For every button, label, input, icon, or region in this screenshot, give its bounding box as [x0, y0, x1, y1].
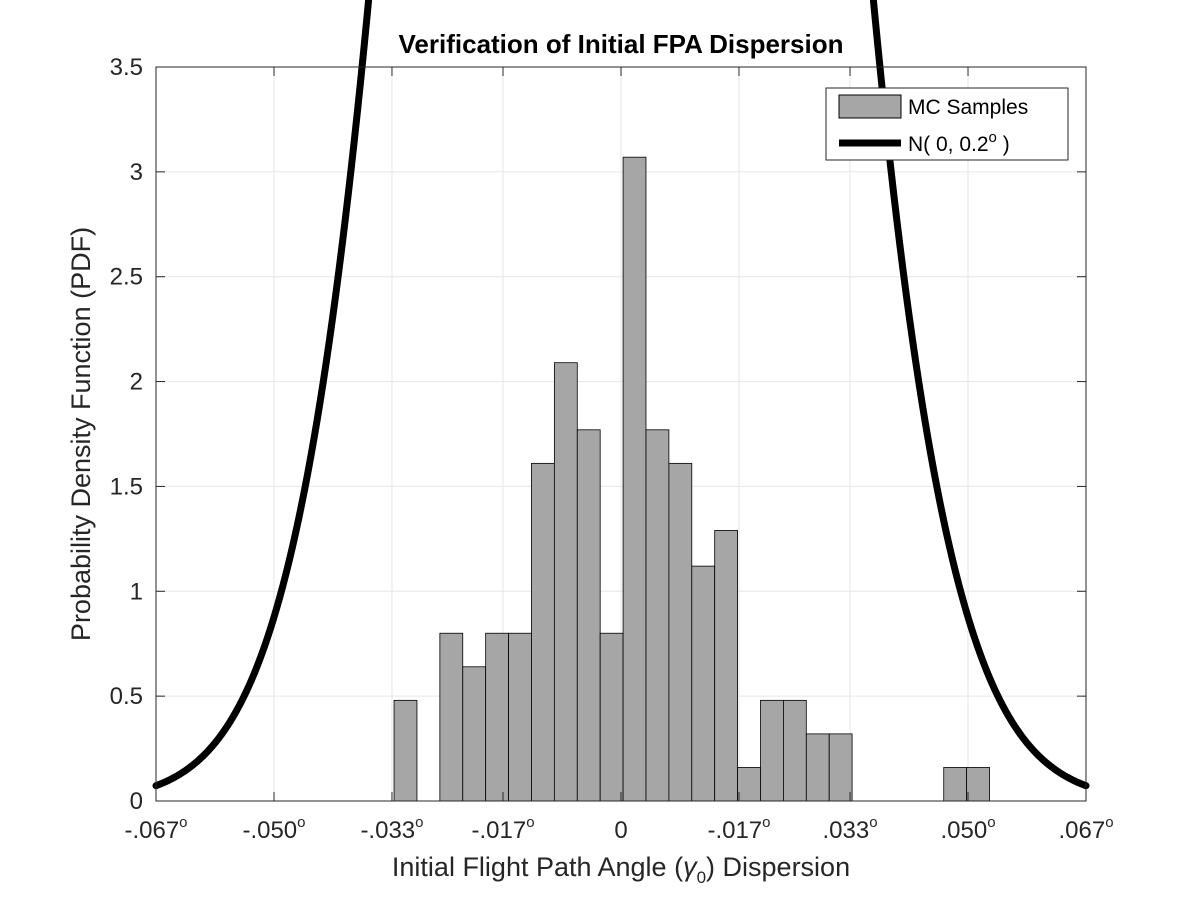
- x-tick-label-3: -.017o: [471, 814, 534, 844]
- x-tick-label-4: 0: [614, 817, 627, 844]
- x-tick-degree-7: o: [987, 814, 995, 831]
- histogram-bar-19: [828, 733, 853, 802]
- histogram-bar-2: [439, 632, 464, 802]
- x-tick-label-2: -.033o: [360, 814, 423, 844]
- histogram-bar-14: [714, 530, 738, 802]
- x-tick-degree-0: o: [179, 814, 187, 831]
- histogram-bar-25: [966, 767, 990, 802]
- x-axis-label-before: Initial Flight Path Angle (: [392, 852, 683, 882]
- legend-label-normal-degree: o: [989, 129, 997, 146]
- x-axis-label-subscript: 0: [697, 868, 706, 887]
- histogram-bar-13: [691, 565, 716, 802]
- histogram-bar-6: [531, 462, 555, 802]
- x-tick-label-6: .033o: [822, 814, 877, 844]
- y-tick-label-3: 1.5: [110, 473, 143, 500]
- x-tick-value-3: -.017: [471, 817, 526, 844]
- y-tick-label-7: 3.5: [110, 54, 143, 81]
- x-tick-value-0: -.067: [124, 817, 179, 844]
- legend-swatch-mc-samples: [838, 94, 902, 119]
- x-tick-value-5: -.017: [707, 817, 762, 844]
- histogram-bar-16: [760, 699, 784, 802]
- legend-label-normal-after: ): [997, 133, 1010, 156]
- x-tick-value-8: .067: [1058, 817, 1105, 844]
- x-tick-degree-3: o: [526, 814, 534, 831]
- x-axis-label-after: ) Dispersion: [706, 852, 850, 882]
- y-tick-label-2: 1: [130, 578, 143, 605]
- x-tick-degree-5: o: [762, 814, 770, 831]
- axis-ticks: [155, 66, 1087, 802]
- histogram-bar-12: [668, 462, 693, 802]
- histogram-bar-18: [805, 733, 830, 802]
- histogram-bar-15: [737, 767, 761, 802]
- y-tick-labels: 0 0.5 1 1.5 2 2.5 3 3.5: [110, 54, 143, 815]
- x-tick-value-7: .050: [940, 817, 987, 844]
- y-tick-label-0: 0: [130, 788, 143, 815]
- legend: MC Samples N( 0, 0.2o ): [825, 87, 1069, 161]
- legend-label-normal-before: N( 0, 0.2: [908, 133, 989, 156]
- histogram-bar-11: [645, 429, 670, 802]
- y-tick-label-6: 3: [130, 159, 143, 186]
- legend-label-mc-samples: MC Samples: [908, 96, 1028, 119]
- x-tick-label-5: -.017o: [707, 814, 770, 844]
- histogram-bar-7: [553, 362, 578, 802]
- y-tick-label-4: 2: [130, 369, 143, 396]
- x-tick-label-1: -.050o: [242, 814, 305, 844]
- x-tick-value-6: .033: [822, 817, 869, 844]
- x-tick-degree-2: o: [415, 814, 423, 831]
- x-tick-label-0: -.067o: [124, 814, 187, 844]
- legend-label-normal: N( 0, 0.2o ): [908, 129, 1010, 156]
- histogram-bar-4: [485, 632, 509, 802]
- y-axis-label: Probability Density Function (PDF): [66, 227, 96, 641]
- normal-pdf-curve: [152, 0, 1090, 790]
- x-tick-label-7: .050o: [940, 814, 995, 844]
- x-tick-degree-6: o: [869, 814, 877, 831]
- histogram-bar-8: [576, 429, 601, 802]
- x-tick-degree-8: o: [1105, 814, 1113, 831]
- histogram-bar-17: [783, 699, 807, 802]
- chart-title: Verification of Initial FPA Dispersion: [399, 29, 844, 59]
- x-tick-value-1: -.050: [242, 817, 297, 844]
- histogram-bar-5: [508, 632, 532, 802]
- histogram-bar-10: [622, 156, 647, 802]
- x-tick-labels: -.067o -.050o -.033o -.017o 0 -.017o .033o .050…: [124, 814, 1113, 844]
- histogram-bar-9: [599, 632, 624, 802]
- histogram-bar-3: [462, 666, 487, 802]
- x-tick-value-4: 0: [614, 817, 627, 844]
- x-axis-label-gamma: γ: [683, 852, 698, 882]
- histogram-bars: [393, 156, 990, 802]
- histogram-bar-0: [393, 699, 418, 802]
- x-tick-degree-1: o: [297, 814, 305, 831]
- x-tick-value-2: -.033: [360, 817, 415, 844]
- y-tick-label-5: 2.5: [110, 264, 143, 291]
- y-tick-label-1: 0.5: [110, 683, 143, 710]
- x-axis-label: Initial Flight Path Angle (γ0) Dispersio…: [392, 852, 850, 887]
- x-tick-label-8: .067o: [1058, 814, 1113, 844]
- histogram-bar-24: [943, 767, 968, 802]
